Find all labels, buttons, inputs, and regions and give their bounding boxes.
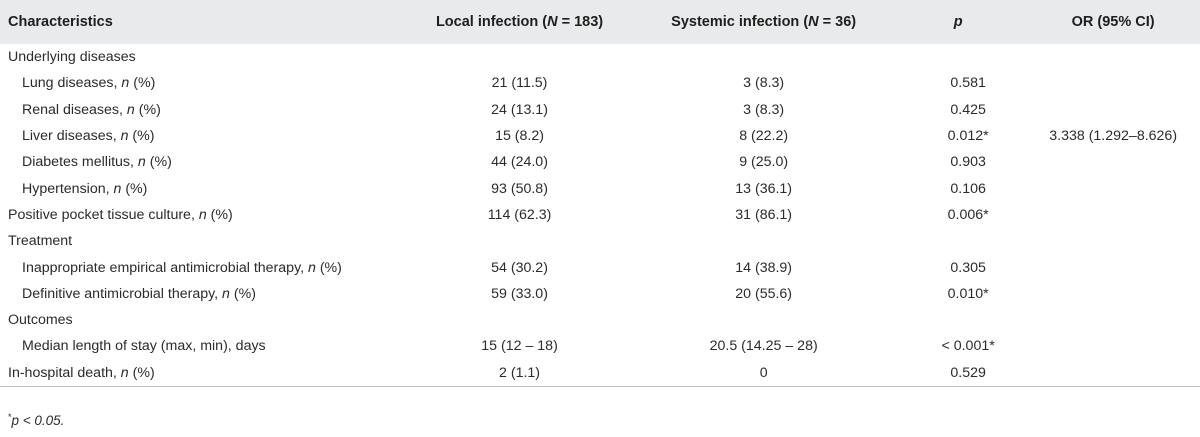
table-row: Definitive antimicrobial therapy, n (%) 5… <box>0 281 1200 307</box>
table-row: Treatment <box>0 228 1200 254</box>
header-p-value: p <box>953 14 963 30</box>
or-value: 3.338 (1.292–8.626) <box>1049 128 1178 145</box>
systemic-value: 3 (8.3) <box>743 101 785 118</box>
p-value <box>890 44 1026 70</box>
systemic-value: 9 (25.0) <box>739 154 789 171</box>
row-label: Inappropriate empirical antimicrobial th… <box>22 259 342 276</box>
or-value <box>1026 175 1200 201</box>
table-row: Renal diseases, n (%) 24 (13.1) 3 (8.3) 0.4… <box>0 97 1200 123</box>
local-value: 54 (30.2) <box>491 259 548 276</box>
p-value <box>890 228 1026 254</box>
p-value: 0.106 <box>950 180 986 197</box>
or-value <box>1026 44 1200 70</box>
systemic-value <box>637 228 890 254</box>
local-value <box>402 307 638 333</box>
local-value: 93 (50.8) <box>491 180 548 197</box>
header-odds-ratio: OR (95% CI) <box>1071 14 1155 30</box>
row-label: Outcomes <box>8 312 73 329</box>
p-value: 0.903 <box>950 154 986 171</box>
table-row: Outcomes <box>0 307 1200 333</box>
table-row: Liver diseases, n (%) 15 (8.2) 8 (22.2) 0.0… <box>0 123 1200 149</box>
row-label: Hypertension, n (%) <box>22 180 148 197</box>
systemic-value: 14 (38.9) <box>735 259 793 276</box>
or-value <box>1026 307 1200 333</box>
p-value: 0.012* <box>947 128 989 145</box>
p-value: 0.010* <box>947 285 989 302</box>
local-value: 21 (11.5) <box>491 75 548 92</box>
local-value: 15 (8.2) <box>495 128 544 145</box>
or-value <box>1026 281 1200 307</box>
systemic-value: 13 (36.1) <box>735 180 793 197</box>
local-value: 2 (1.1) <box>401 359 638 387</box>
or-value <box>1026 228 1200 254</box>
row-label: Definitive antimicrobial therapy, n (%) <box>22 285 256 302</box>
systemic-value: 20 (55.6) <box>735 285 793 302</box>
local-value: 114 (62.3) <box>487 206 552 223</box>
table-row: Positive pocket tissue culture, n (%) 114… <box>0 202 1200 228</box>
p-value: 0.305 <box>950 259 986 276</box>
table-row: Hypertension, n (%) 93 (50.8) 13 (36.1) 0.1… <box>0 175 1200 201</box>
table-row: Median length of stay (max, min), days 15… <box>0 333 1200 359</box>
header-local-infection: Local infection (N = 183) <box>435 14 604 30</box>
table-row: Lung diseases, n (%) 21 (11.5) 3 (8.3) 0.58… <box>0 70 1200 96</box>
table-header-row: Characteristics Local infection (N = 183… <box>0 0 1200 44</box>
row-label: Treatment <box>8 233 73 250</box>
or-value <box>1026 333 1200 359</box>
local-value: 59 (33.0) <box>491 285 548 302</box>
systemic-value: 0 <box>637 359 890 387</box>
local-value: 15 (12 – 18) <box>481 338 558 355</box>
p-value <box>890 307 1026 333</box>
row-label: Lung diseases, n (%) <box>22 75 156 92</box>
or-value <box>1026 359 1200 387</box>
footnote-star: * <box>8 412 12 422</box>
table-row: Underlying diseases <box>0 44 1200 70</box>
row-label: Diabetes mellitus, n (%) <box>22 154 172 171</box>
systemic-value: 8 (22.2) <box>739 128 789 145</box>
row-label: Median length of stay (max, min), days <box>22 338 266 355</box>
row-label: Positive pocket tissue culture, n (%) <box>8 206 233 223</box>
row-label: Underlying diseases <box>8 49 136 66</box>
systemic-value: 3 (8.3) <box>743 75 785 92</box>
systemic-value <box>637 307 890 333</box>
footnote-text: p < 0.05. <box>11 413 65 428</box>
p-value: 0.529 <box>889 359 1027 387</box>
row-label: Renal diseases, n (%) <box>22 101 161 118</box>
p-value: 0.425 <box>950 101 986 118</box>
p-value: 0.581 <box>950 75 986 92</box>
systemic-value: 20.5 (14.25 – 28) <box>709 338 818 355</box>
or-value <box>1026 70 1200 96</box>
or-value <box>1026 149 1200 175</box>
table-row: In-hospital death, n (%) 2 (1.1) 0 0.529 <box>0 359 1200 387</box>
local-value <box>402 44 638 70</box>
header-systemic-infection: Systemic infection (N = 36) <box>671 14 857 30</box>
local-value: 44 (24.0) <box>491 154 548 171</box>
table-footnote: *p < 0.05. <box>8 412 64 428</box>
p-value: < 0.001* <box>941 338 995 355</box>
systemic-value <box>637 44 890 70</box>
or-value <box>1026 254 1200 280</box>
row-label: Liver diseases, n (%) <box>22 128 155 145</box>
p-value: 0.006* <box>947 206 989 223</box>
systemic-value: 31 (86.1) <box>735 206 793 223</box>
row-label: In-hospital death, n (%) <box>0 359 402 387</box>
table-row: Inappropriate empirical antimicrobial th… <box>0 254 1200 280</box>
header-characteristics: Characteristics <box>8 14 113 30</box>
characteristics-table: Characteristics Local infection (N = 183… <box>0 0 1200 387</box>
local-value: 24 (13.1) <box>491 101 548 118</box>
or-value <box>1026 202 1200 228</box>
local-value <box>402 228 638 254</box>
or-value <box>1026 97 1200 123</box>
table-row: Diabetes mellitus, n (%) 44 (24.0) 9 (25.0… <box>0 149 1200 175</box>
